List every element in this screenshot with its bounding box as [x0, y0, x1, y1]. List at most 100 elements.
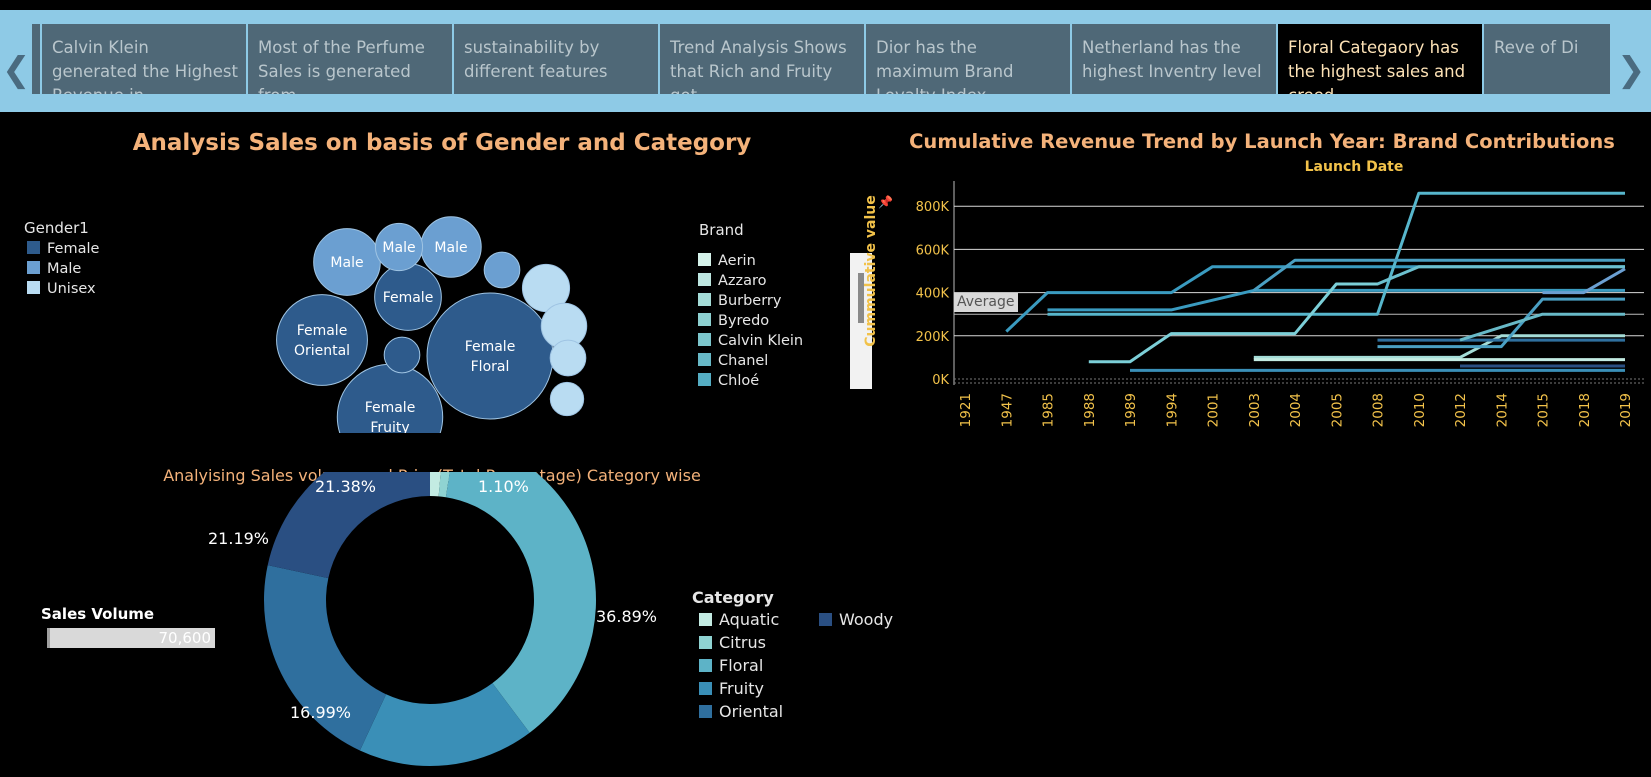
donut-slice-fruity[interactable] [359, 683, 530, 766]
brand-legend-title: Brand [699, 221, 744, 239]
bubble-circle[interactable] [549, 381, 585, 417]
brand-legend-item-chanel[interactable]: Chanel [698, 351, 828, 371]
story-point-2[interactable]: Most of the Perfume Sales is generated f… [246, 24, 454, 94]
donut-slice-oriental[interactable] [264, 565, 387, 751]
story-point-8[interactable]: Reve of Di [1482, 24, 1610, 94]
bubble[interactable]: Male [420, 216, 482, 278]
legend-label: Male [47, 261, 82, 277]
donut-slice-citrus[interactable] [438, 472, 456, 498]
series-line[interactable] [1047, 288, 1626, 312]
bubble[interactable]: Female Oriental [276, 294, 368, 386]
category-legend-item-floral[interactable]: Floral [699, 656, 763, 676]
legend-label: Fruity [719, 679, 764, 698]
series-line[interactable] [1252, 258, 1625, 292]
gender-legend-item-male[interactable]: Male [27, 259, 81, 279]
brand-legend-item-byredo[interactable]: Byredo [698, 311, 828, 331]
bubble[interactable]: Female Fruity [336, 363, 444, 433]
story-point-7[interactable]: Floral Categaory has the highest sales a… [1276, 24, 1484, 94]
brand-legend-item-azzaro[interactable]: Azzaro [698, 271, 828, 291]
bubble-chart-title: Analysis Sales on basis of Gender and Ca… [132, 130, 752, 156]
donut-label-floral: 36.89% [596, 607, 658, 626]
bubble[interactable] [549, 339, 587, 377]
category-legend-item-citrus[interactable]: Citrus [699, 633, 766, 653]
donut-slice-woody[interactable] [267, 472, 430, 579]
y-axis-title: Cummulative value [863, 195, 879, 347]
category-legend-item-aquatic[interactable]: Aquatic [699, 610, 779, 630]
legend-label: Citrus [719, 633, 766, 652]
story-point-3[interactable]: sustainability by different features [452, 24, 660, 94]
bubble[interactable]: Female [374, 263, 442, 331]
donut-slice-aquatic[interactable] [430, 472, 444, 497]
bubble-label: Female [465, 339, 516, 355]
series-line[interactable] [1088, 282, 1378, 364]
legend-label: Female [47, 241, 100, 257]
sales-volume-label: Sales Volume [41, 605, 155, 623]
series-line[interactable] [1005, 265, 1625, 333]
story-points-strip: Calvin Klein generated the Highest Reven… [32, 24, 1610, 94]
category-legend-item-oriental[interactable]: Oriental [699, 702, 783, 722]
y-tick-label: 400K [916, 287, 950, 302]
brand-legend-item-aerin[interactable]: Aerin [698, 251, 828, 271]
brand-legend: Aerin Azzaro Burberry Byredo Calvin Klein Cha… [698, 251, 828, 389]
legend-label: Azzaro [718, 273, 767, 289]
legend-swatch [699, 659, 712, 672]
bubble[interactable] [483, 251, 521, 289]
sales-volume-filter[interactable]: 70,600 [47, 628, 215, 648]
series-line[interactable] [1377, 297, 1626, 349]
brand-legend-scrollbar[interactable] [850, 253, 872, 389]
x-tick-label: 2019 [1618, 393, 1634, 427]
donut-label-fruity: 16.99% [290, 703, 352, 722]
series-line[interactable] [1542, 267, 1626, 295]
story-point-5[interactable]: Dior has the maximum Brand Loyalty Index… [864, 24, 1072, 94]
category-legend-item-woody[interactable]: Woody [819, 610, 893, 630]
bubble-circle[interactable] [549, 339, 587, 377]
scrollbar-thumb[interactable] [858, 273, 864, 323]
bubble-circle[interactable] [426, 292, 554, 420]
bubble[interactable]: Male [374, 222, 424, 272]
x-tick-label: 2008 [1371, 393, 1387, 427]
story-point-1[interactable]: Calvin Klein generated the Highest Reven… [40, 24, 248, 94]
donut-label-oriental: 21.19% [208, 529, 270, 548]
x-tick-label: 2005 [1329, 393, 1345, 427]
story-point-4[interactable]: Trend Analysis Shows that Rich and Fruit… [658, 24, 866, 94]
x-tick-label: 2014 [1494, 393, 1510, 427]
pin-icon[interactable]: 📌 [878, 195, 893, 209]
bubble[interactable]: Female Floral [426, 292, 554, 420]
x-tick-label: 1921 [958, 393, 974, 427]
gender-legend-item-unisex[interactable]: Unisex [27, 279, 96, 299]
gender-legend-title: Gender1 [24, 219, 89, 237]
bubble[interactable] [549, 381, 585, 417]
legend-swatch [27, 261, 40, 274]
category-legend-item-fruity[interactable]: Fruity [699, 679, 764, 699]
bubble[interactable] [383, 336, 421, 374]
bubble-circle[interactable] [483, 251, 521, 289]
series-line[interactable] [1459, 312, 1625, 342]
bubble-circle[interactable] [374, 222, 424, 272]
series-line[interactable] [1336, 265, 1625, 286]
gender-legend-item-female[interactable]: Female [27, 239, 99, 259]
x-tick-label: 2015 [1536, 393, 1552, 427]
average-reference-label: Average [954, 293, 1018, 312]
story-next-button[interactable]: ❯ [1617, 50, 1646, 90]
story-previous-button[interactable]: ❮ [2, 50, 31, 90]
legend-swatch [698, 333, 711, 346]
legend-swatch [819, 613, 832, 626]
legend-swatch [698, 253, 711, 266]
category-legend-title: Category [692, 588, 774, 607]
bubble-label: Male [434, 240, 467, 256]
bubble-label: Oriental [294, 343, 350, 359]
legend-swatch [699, 705, 712, 718]
donut-slice-floral[interactable] [445, 472, 596, 733]
brand-legend-item-chlo-[interactable]: Chloé [698, 371, 828, 389]
series-line[interactable] [1047, 191, 1626, 316]
donut-label-citrus: 1.10% [478, 477, 529, 496]
bubble-circle[interactable] [276, 294, 368, 386]
bubble-circle[interactable] [383, 336, 421, 374]
bubble-label: Fruity [370, 420, 409, 433]
bubble[interactable]: Male [313, 228, 381, 296]
brand-legend-item-calvin-klein[interactable]: Calvin Klein [698, 331, 828, 351]
legend-label: Aquatic [719, 610, 780, 629]
y-tick-label: 200K [916, 330, 950, 345]
brand-legend-item-burberry[interactable]: Burberry [698, 291, 828, 311]
story-point-6[interactable]: Netherland has the highest Inventry leve… [1070, 24, 1278, 94]
